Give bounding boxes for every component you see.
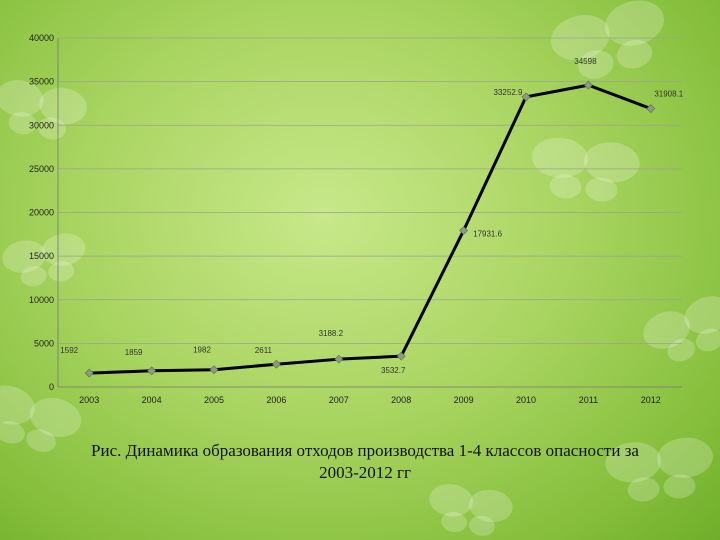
data-point xyxy=(334,354,344,364)
data-point xyxy=(459,226,469,235)
y-tick-label: 35000 xyxy=(29,77,54,87)
figure-caption: Рис. Динамика образования отходов произв… xyxy=(30,440,700,484)
line-chart: 0 5000 10000 15000 20000 25000 30000 35000 40000… xyxy=(29,33,684,405)
data-point xyxy=(521,92,531,102)
data-label: 3532.7 xyxy=(381,366,406,375)
data-labels: 1592 1859 1982 2611 3188.2 3532.7 17931.6 33252… xyxy=(60,57,684,375)
data-point xyxy=(583,80,593,90)
x-tick-label: 2011 xyxy=(579,395,598,405)
data-point xyxy=(396,351,406,361)
data-label: 34598 xyxy=(574,57,597,66)
series-markers xyxy=(84,80,656,378)
y-tick-label: 30000 xyxy=(29,120,54,130)
data-label: 1592 xyxy=(60,346,78,355)
grid-lines xyxy=(57,37,682,388)
data-label: 33252.9 xyxy=(494,88,523,97)
y-tick-label: 25000 xyxy=(29,164,54,174)
x-tick-label: 2008 xyxy=(391,395,411,405)
data-label: 17931.6 xyxy=(473,230,502,239)
x-tick-label: 2003 xyxy=(79,395,99,405)
x-tick-label: 2012 xyxy=(641,395,661,405)
y-tick-label: 5000 xyxy=(34,338,54,348)
x-tick-label: 2005 xyxy=(204,395,224,405)
y-tick-label: 40000 xyxy=(29,33,54,43)
y-tick-label: 0 xyxy=(49,382,54,392)
y-axis-ticks: 0 5000 10000 15000 20000 25000 30000 35000 40000 xyxy=(29,33,54,392)
caption-line-1: Рис. Динамика образования отходов произв… xyxy=(91,441,639,460)
x-tick-label: 2006 xyxy=(266,395,286,405)
data-label: 3188.2 xyxy=(319,329,344,338)
data-point xyxy=(84,368,94,378)
data-label: 1859 xyxy=(125,348,143,357)
y-tick-label: 10000 xyxy=(29,295,54,305)
x-tick-label: 2009 xyxy=(454,395,474,405)
x-tick-label: 2007 xyxy=(329,395,349,405)
x-tick-label: 2010 xyxy=(516,395,536,405)
y-tick-label: 15000 xyxy=(29,251,54,261)
series-line xyxy=(89,83,652,375)
y-tick-label: 20000 xyxy=(29,208,54,218)
x-tick-label: 2004 xyxy=(142,395,162,405)
caption-line-2: 2003-2012 гг xyxy=(319,463,411,482)
data-label: 2611 xyxy=(255,346,273,355)
data-point xyxy=(147,366,157,376)
data-label: 1982 xyxy=(193,346,211,355)
data-point xyxy=(209,365,219,375)
data-point xyxy=(646,104,656,114)
x-axis-ticks: 2003 2004 2005 2006 2007 2008 2009 2010 2011 2012 xyxy=(79,395,661,405)
data-point xyxy=(271,359,281,369)
data-label: 31908.1 xyxy=(654,90,683,99)
